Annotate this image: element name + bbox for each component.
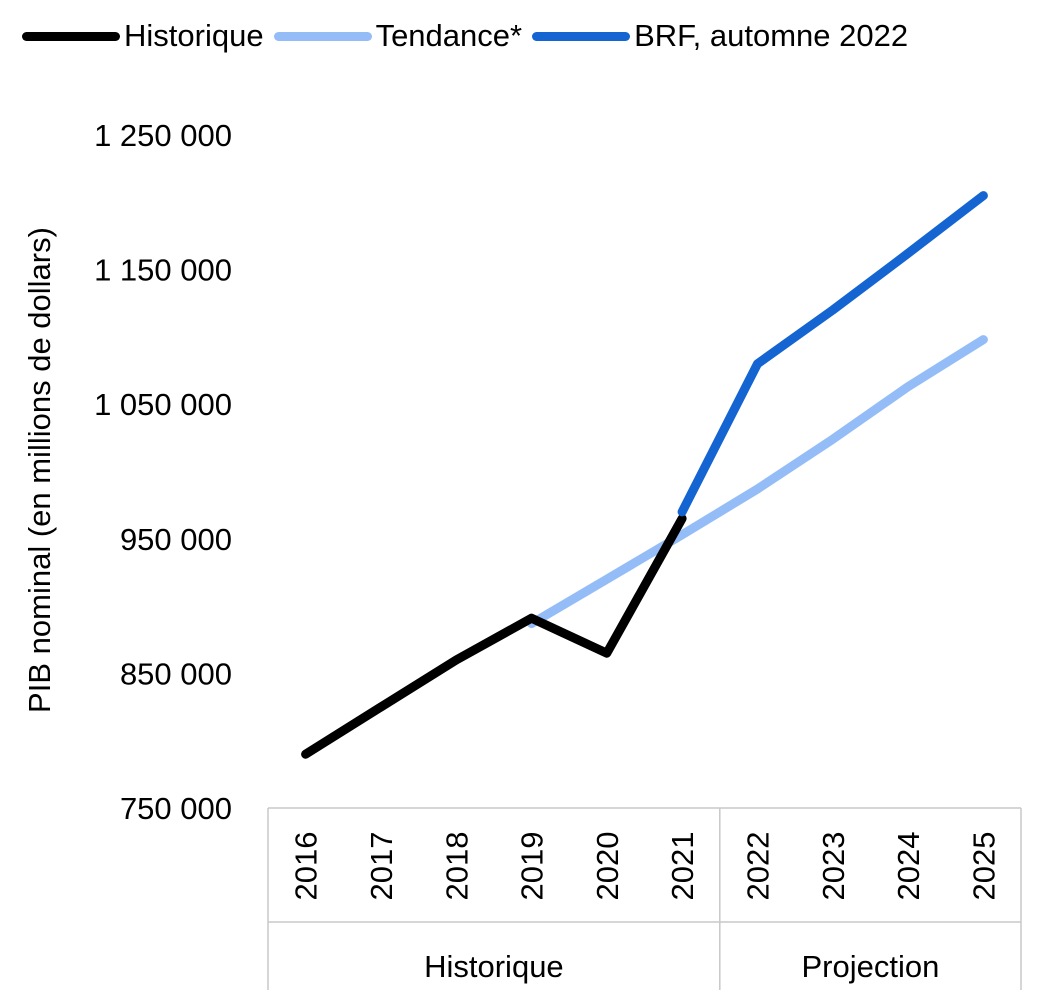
x-group-label: Historique xyxy=(424,949,564,984)
x-tick-label: 2023 xyxy=(816,832,851,901)
x-tick-label: 2022 xyxy=(740,832,775,901)
x-tick-label: 2021 xyxy=(665,832,700,901)
x-group-label: Projection xyxy=(801,949,939,984)
y-tick-label: 1 050 000 xyxy=(94,387,232,422)
chart-legend: Historique Tendance* BRF, automne 2022 xyxy=(22,18,918,54)
x-tick-label: 2020 xyxy=(590,832,625,901)
legend-item-tendance: Tendance* xyxy=(273,18,523,54)
legend-label-historique: Historique xyxy=(124,18,264,53)
series-line-tendance xyxy=(527,335,988,629)
y-tick-label: 1 250 000 xyxy=(94,118,232,153)
series-line-historique xyxy=(301,514,687,759)
x-tick-label: 2019 xyxy=(515,832,550,901)
legend-item-historique: Historique xyxy=(22,18,264,54)
x-tick-label: 2016 xyxy=(289,832,324,901)
legend-swatch-brf xyxy=(532,31,631,41)
y-tick-label: 950 000 xyxy=(120,522,232,557)
legend-item-brf: BRF, automne 2022 xyxy=(532,18,908,54)
series-line-brf xyxy=(677,191,988,517)
x-tick-label: 2024 xyxy=(891,832,926,901)
y-tick-label: 1 150 000 xyxy=(94,253,232,288)
y-tick-label: 750 000 xyxy=(120,791,232,826)
y-tick-label: 850 000 xyxy=(120,656,232,691)
legend-swatch-tendance xyxy=(273,31,372,41)
legend-swatch-historique xyxy=(22,31,120,41)
x-tick-label: 2018 xyxy=(439,832,474,901)
x-tick-label: 2025 xyxy=(966,832,1001,901)
x-tick-label: 2017 xyxy=(364,832,399,901)
legend-label-brf: BRF, automne 2022 xyxy=(634,18,909,53)
legend-label-tendance: Tendance* xyxy=(375,18,523,53)
